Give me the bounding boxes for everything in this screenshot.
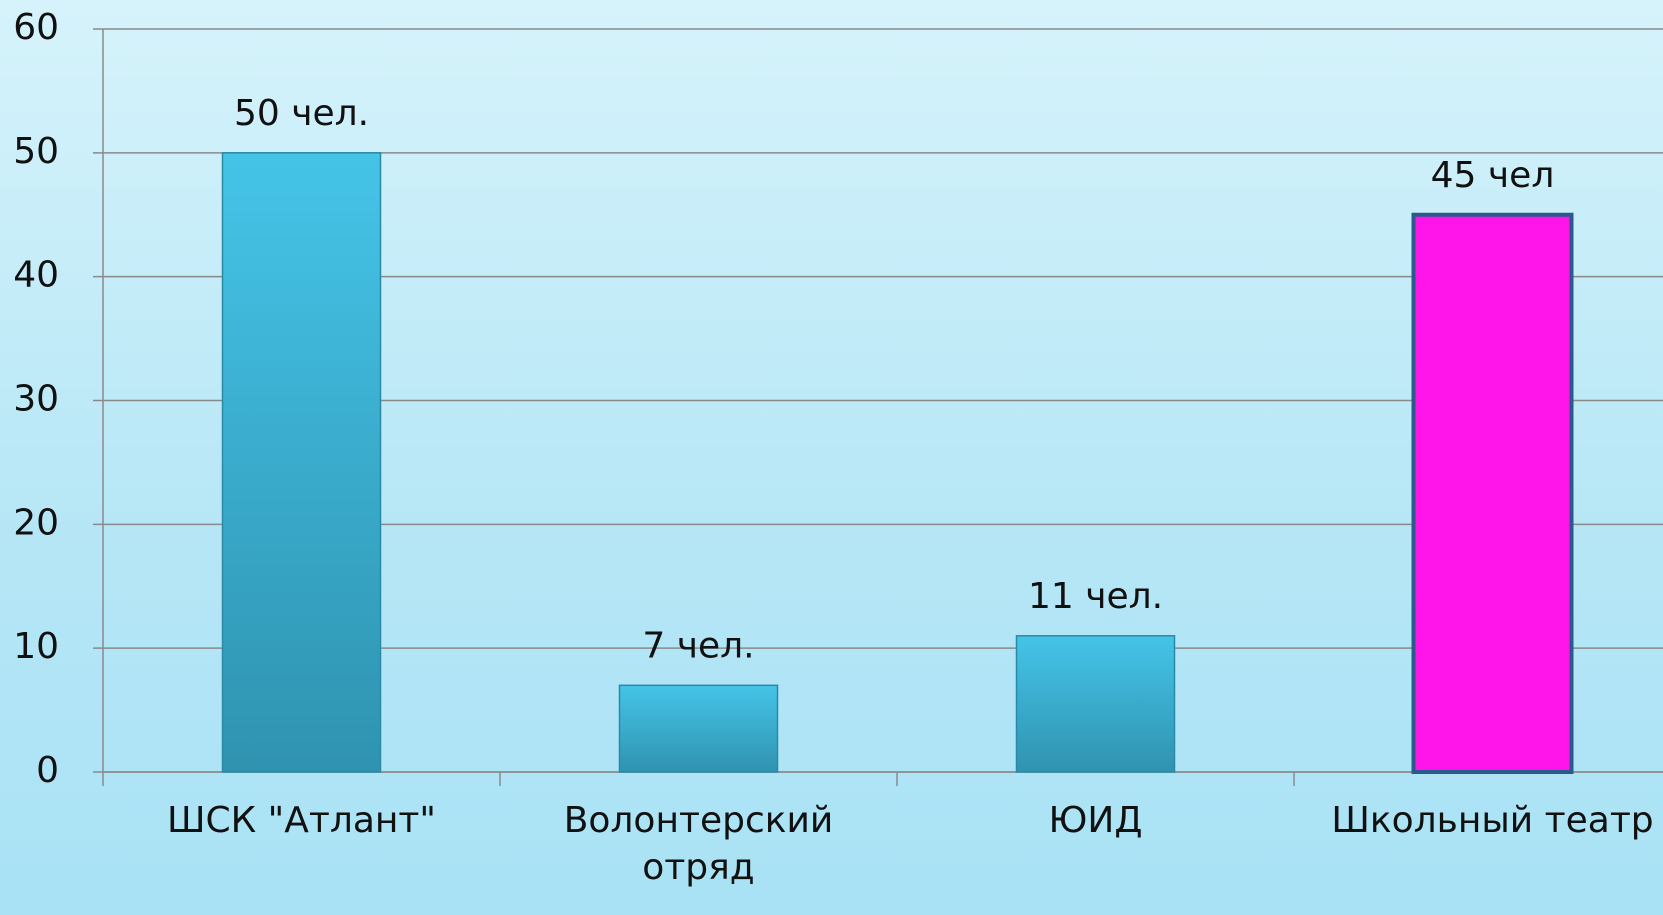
y-tick-label: 20 [13, 502, 59, 543]
value-label: 11 чел. [1028, 576, 1163, 617]
y-tick-label: 50 [13, 131, 59, 172]
x-tick-label: ШСК "Атлант" [167, 800, 436, 841]
x-tick-label: Волонтерский отряд [563, 800, 834, 888]
y-tick-label: 30 [13, 379, 59, 420]
x-tick-label-box: Школьный театр [1331, 800, 1654, 841]
y-tick-label: 10 [13, 626, 59, 667]
value-label: 45 чел [1431, 155, 1555, 196]
y-tick-label: 0 [36, 750, 59, 791]
x-tick-label-box: ЮИД [1048, 800, 1143, 841]
bar [618, 684, 779, 773]
bar [221, 152, 382, 773]
y-tick-label: 40 [13, 255, 59, 296]
x-tick-label: Школьный театр [1331, 800, 1654, 841]
y-tick-label: 60 [13, 7, 59, 48]
value-label: 7 чел. [642, 625, 754, 666]
bar [1411, 212, 1574, 774]
value-label: 50 чел. [234, 93, 369, 134]
x-tick-label-box: ШСК "Атлант" [167, 800, 436, 841]
x-tick-label: ЮИД [1048, 800, 1143, 841]
bar [1015, 635, 1176, 773]
x-tick-label-box: Волонтерский отряд [563, 800, 834, 888]
